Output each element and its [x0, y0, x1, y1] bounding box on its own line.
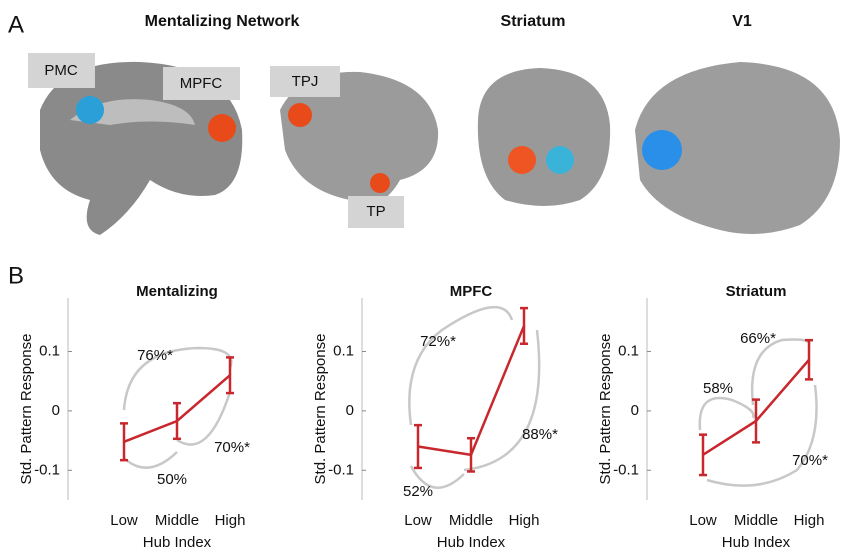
annotation: 70%* — [792, 452, 828, 469]
region-label: PMC — [44, 62, 78, 79]
y-tick-label: -0.1 — [328, 461, 354, 478]
y-tick-label: 0.1 — [333, 342, 354, 359]
annotation: 50% — [157, 471, 187, 488]
brain-images — [40, 62, 840, 235]
chart-title: Mentalizing — [136, 283, 218, 300]
x-axis-label: Hub Index — [143, 534, 212, 551]
x-tick-label: High — [509, 512, 540, 529]
annotation-arc — [177, 392, 230, 445]
y-axis-label: Std. Pattern Response — [597, 334, 614, 485]
annotation: 70%* — [214, 439, 250, 456]
annotation-arc — [700, 398, 754, 430]
y-tick-label: 0.1 — [39, 342, 60, 359]
y-tick-label: -0.1 — [34, 461, 60, 478]
chart-title: Striatum — [726, 283, 787, 300]
x-axis-label: Hub Index — [722, 534, 791, 551]
x-tick-label: Middle — [449, 512, 493, 529]
figure: A B Mentalizing Network Striatum V1 PMC … — [0, 0, 854, 551]
annotation-arc — [409, 307, 512, 425]
x-axis-label: Hub Index — [437, 534, 506, 551]
brain-title: V1 — [732, 13, 752, 30]
annotation-arc — [752, 340, 809, 405]
y-tick-label: -0.1 — [613, 461, 639, 478]
chart-title: MPFC — [450, 283, 493, 300]
annotation: 52% — [403, 483, 433, 500]
brain-title: Mentalizing Network — [145, 13, 300, 30]
region-label: TP — [366, 203, 385, 220]
y-axis-label: Std. Pattern Response — [18, 334, 35, 485]
panel-label: B — [8, 262, 24, 289]
y-tick-label: 0 — [631, 402, 639, 419]
x-tick-label: Low — [404, 512, 432, 529]
y-tick-label: 0.1 — [618, 342, 639, 359]
annotation-arc — [124, 452, 177, 468]
annotation-arc — [464, 330, 539, 470]
annotation: 72%* — [420, 333, 456, 350]
y-axis-label: Std. Pattern Response — [312, 334, 329, 485]
x-tick-label: Low — [689, 512, 717, 529]
y-tick-label: 0 — [52, 402, 60, 419]
x-tick-label: High — [794, 512, 825, 529]
region-label: TPJ — [292, 73, 319, 90]
y-tick-label: 0 — [346, 402, 354, 419]
x-tick-label: Middle — [155, 512, 199, 529]
region-label: MPFC — [180, 75, 223, 92]
x-tick-label: Middle — [734, 512, 778, 529]
annotation: 88%* — [522, 426, 558, 443]
x-tick-label: High — [215, 512, 246, 529]
panel-label: A — [8, 11, 24, 38]
annotation: 66%* — [740, 330, 776, 347]
annotation: 58% — [703, 380, 733, 397]
annotation: 76%* — [137, 347, 173, 364]
x-tick-label: Low — [110, 512, 138, 529]
annotation-arc — [707, 385, 817, 486]
brain-title: Striatum — [501, 13, 566, 30]
